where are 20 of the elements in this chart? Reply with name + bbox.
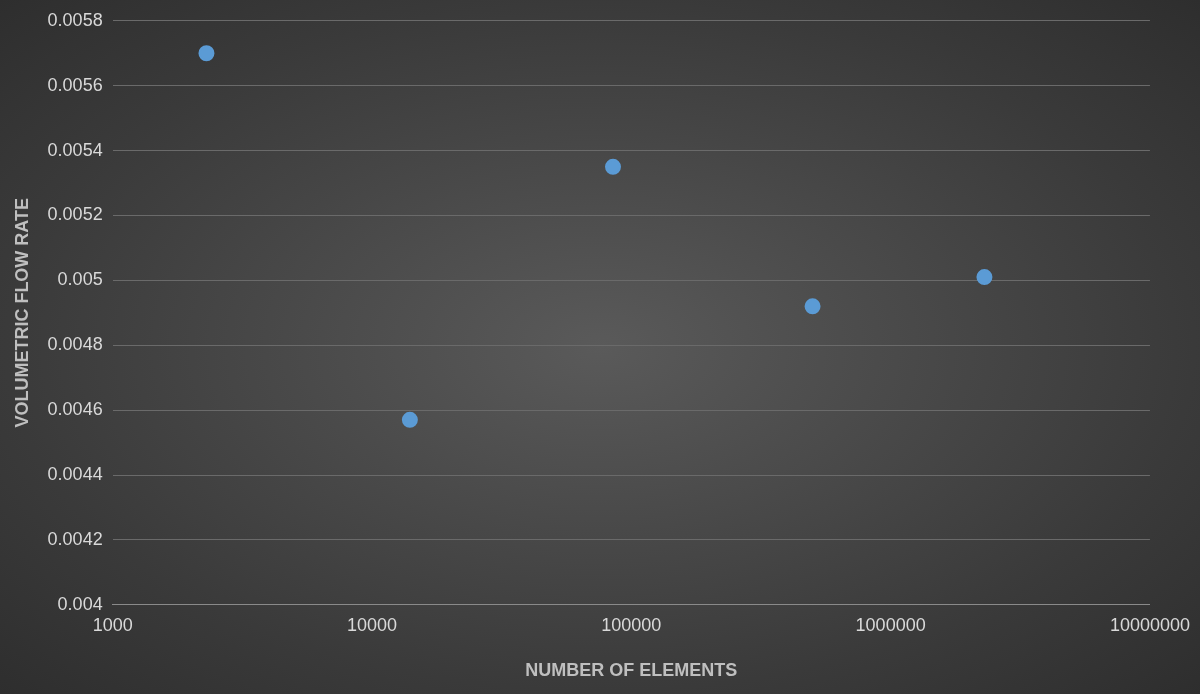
- y-axis-title: VOLUMETRIC FLOW RATE: [11, 197, 32, 428]
- y-tick-label: 0.004: [57, 593, 103, 614]
- point: [401, 411, 418, 428]
- x-tick-label: 10000000: [1109, 614, 1190, 635]
- y-tick-label: 0.0054: [47, 139, 103, 160]
- x-tick-label: 10000: [346, 614, 398, 635]
- x-tick-label: 1000000: [855, 614, 926, 635]
- x-axis-title: NUMBER OF ELEMENTS: [525, 660, 738, 681]
- point: [198, 45, 215, 62]
- y-tick-label: 0.0046: [47, 399, 103, 420]
- y-tick-label: 0.0056: [47, 74, 103, 95]
- y-tick-label: 0.0052: [47, 204, 103, 225]
- y-tick-label: 0.0042: [47, 528, 103, 549]
- y-tick-label: 0.0058: [47, 9, 103, 30]
- point: [804, 298, 821, 315]
- y-tick-label: 0.0048: [47, 334, 103, 355]
- x-tick-label: 100000: [601, 614, 662, 635]
- x-tick-label: 1000: [92, 614, 133, 635]
- y-tick-label: 0.005: [57, 269, 103, 290]
- y-tick-label: 0.0044: [47, 463, 103, 484]
